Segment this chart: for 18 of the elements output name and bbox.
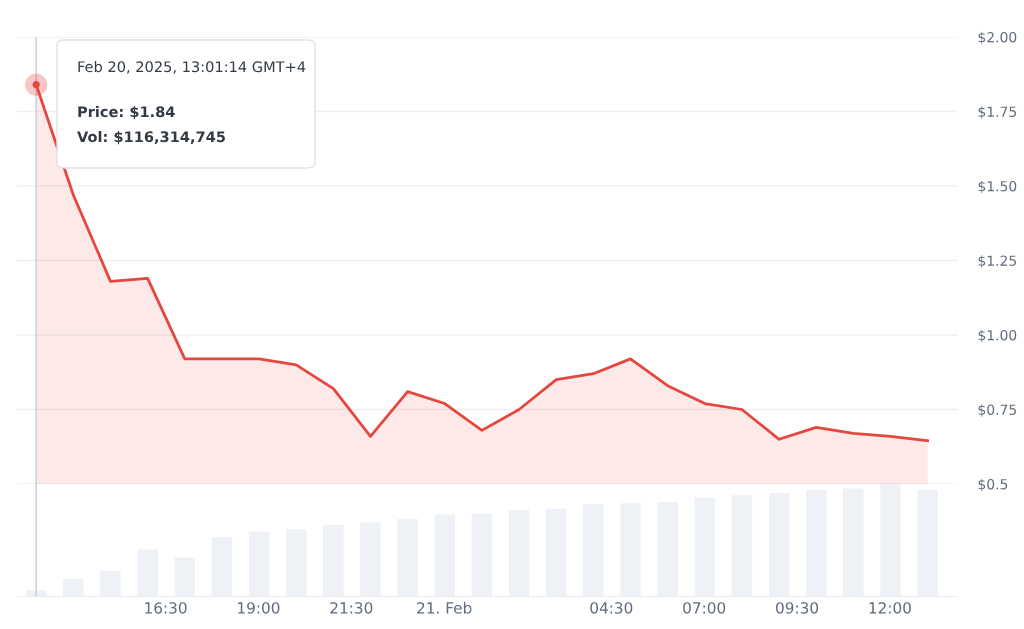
y-tick-label: $1.75 bbox=[978, 106, 1016, 119]
x-tick-label: 04:30 bbox=[590, 602, 633, 614]
x-tick-label: 07:00 bbox=[683, 602, 726, 614]
x-tick-label: 16:30 bbox=[145, 602, 187, 614]
y-tick-label: $1.00 bbox=[978, 329, 1017, 343]
x-tick-label: 21:30 bbox=[330, 602, 373, 614]
x-tick-label: 19:00 bbox=[238, 602, 280, 614]
x-tick-label: 21. Feb bbox=[417, 601, 472, 614]
annotation: Vol: $116,314,745 bbox=[77, 130, 225, 145]
y-tick-label: $0.75 bbox=[978, 404, 1016, 417]
x-tick-label: 12:00 bbox=[869, 602, 911, 614]
y-tick-label: $0.5 bbox=[978, 478, 1008, 492]
annotation: Price: $1.84 bbox=[78, 105, 175, 120]
y-tick-label: $1.25 bbox=[978, 255, 1016, 268]
y-tick-label: $2.00 bbox=[978, 31, 1017, 45]
annotation: Feb 20, 2025, 13:01:14 GMT+4 bbox=[78, 60, 306, 74]
y-tick-label: $1.50 bbox=[978, 180, 1017, 194]
x-tick-label: 09:30 bbox=[776, 602, 819, 614]
